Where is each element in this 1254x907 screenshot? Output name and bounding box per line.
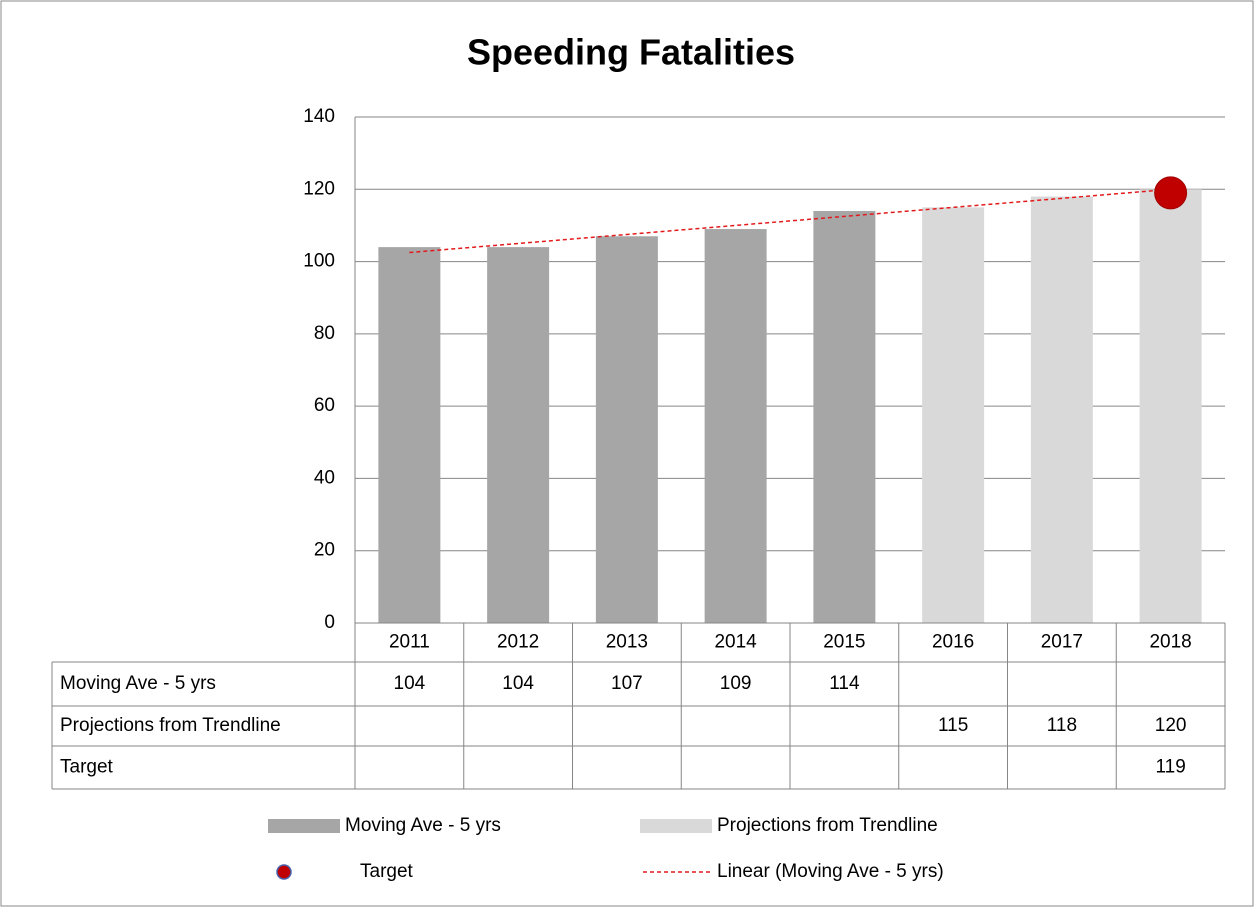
x-tick-label: 2017 [1041, 632, 1083, 653]
target-marker [1154, 176, 1188, 210]
table-row-label: Moving Ave - 5 yrs [60, 673, 216, 694]
bar [922, 207, 985, 623]
y-tick-label: 120 [303, 178, 335, 199]
x-tick-label: 2012 [497, 632, 539, 653]
table-row-label: Projections from Trendline [60, 715, 281, 736]
chart-title: Speeding Fatalities [467, 32, 795, 73]
table-value: 115 [938, 715, 968, 736]
x-tick-label: 2018 [1149, 632, 1191, 653]
y-tick-label: 80 [314, 323, 335, 344]
table-row-label: Target [60, 757, 114, 778]
y-tick-label: 20 [314, 540, 335, 561]
bar [704, 229, 767, 624]
bar [1139, 189, 1202, 624]
table-value: 104 [394, 673, 426, 694]
legend-label: Moving Ave - 5 yrs [345, 815, 501, 836]
bar [487, 247, 550, 623]
bar [813, 210, 876, 623]
table-value: 119 [1155, 757, 1185, 778]
table-value: 120 [1155, 715, 1187, 736]
bar [378, 247, 441, 623]
y-tick-label: 60 [314, 395, 335, 416]
table-value: 104 [502, 673, 534, 694]
table-value: 114 [829, 673, 860, 694]
table-value: 109 [720, 673, 752, 694]
legend-label: Target [360, 861, 414, 882]
y-tick-label: 40 [314, 467, 335, 488]
y-tick-label: 0 [324, 612, 335, 633]
legend-label: Linear (Moving Ave - 5 yrs) [717, 861, 944, 882]
x-tick-label: 2013 [606, 632, 648, 653]
bar [1030, 196, 1093, 623]
legend-label: Projections from Trendline [717, 815, 938, 836]
legend-swatch [276, 864, 292, 880]
bar [595, 236, 658, 623]
y-tick-label: 100 [303, 251, 335, 272]
y-tick-label: 140 [303, 106, 335, 127]
x-tick-label: 2011 [389, 632, 430, 653]
trendline [409, 188, 1171, 254]
legend-swatch [640, 819, 712, 833]
x-tick-label: 2014 [714, 632, 757, 653]
table-value: 107 [611, 673, 643, 694]
table-value: 118 [1047, 715, 1077, 736]
x-tick-label: 2015 [823, 632, 865, 653]
legend-swatch [268, 819, 340, 833]
x-tick-label: 2016 [932, 632, 974, 653]
